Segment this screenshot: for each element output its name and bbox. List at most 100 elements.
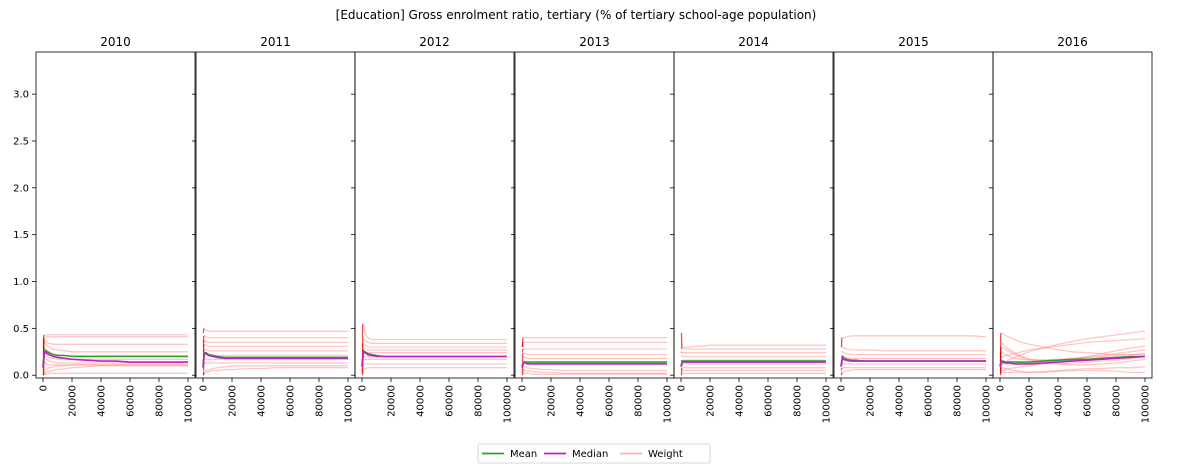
x-tick-label: 80000 <box>1112 385 1123 417</box>
weight-line <box>680 351 826 354</box>
mean-line <box>521 361 667 367</box>
weight-line <box>202 347 348 357</box>
axes-frame <box>195 51 356 379</box>
x-tick-label: 100000 <box>503 385 514 423</box>
weight-line <box>202 343 348 352</box>
x-tick-label: 80000 <box>155 385 166 417</box>
x-tick-label: 80000 <box>793 385 804 417</box>
x-tick-label: 20000 <box>387 385 398 417</box>
weight-line <box>521 355 667 362</box>
weight-line <box>202 367 348 376</box>
weight-line <box>680 372 826 376</box>
panel-title: 2010 <box>100 35 131 49</box>
median-line <box>840 355 986 367</box>
panel-2015: 2015 0 20000 40000 60000 80000 100000 <box>830 35 994 423</box>
x-tick-label: 60000 <box>605 385 616 417</box>
x-tick-label: 40000 <box>416 385 427 417</box>
x-tick-label: 20000 <box>866 385 877 417</box>
weight-line <box>999 367 1145 374</box>
weight-line <box>680 369 826 374</box>
median-line <box>999 355 1146 368</box>
figure-title: [Education] Gross enrolment ratio, terti… <box>336 8 817 22</box>
weight-line <box>42 337 188 352</box>
weight-line <box>680 359 826 362</box>
panel-title: 2014 <box>738 35 769 49</box>
x-tick-label: 40000 <box>97 385 108 417</box>
panel-2014: 2014 0 20000 40000 60000 80000 100000 <box>670 35 834 423</box>
x-tick-label: 20000 <box>1025 385 1036 417</box>
weight-line <box>999 366 1146 376</box>
weight-line <box>42 364 188 376</box>
x-tick-label: 100000 <box>184 385 195 423</box>
x-tick-label: 0 <box>677 385 688 391</box>
x-tick-label: 20000 <box>68 385 79 417</box>
x-tick-label: 0 <box>518 385 529 391</box>
axes-frame <box>673 51 834 379</box>
axes-frame <box>354 51 515 379</box>
weight-line <box>361 363 507 374</box>
y-tick-label: 1.5 <box>13 230 29 241</box>
x-tick-label: 80000 <box>953 385 964 417</box>
weight-line <box>42 365 188 376</box>
legend: Mean Median Weight <box>477 443 711 464</box>
weight-line <box>521 351 667 357</box>
x-tick-label: 20000 <box>547 385 558 417</box>
x-tick-label: 60000 <box>764 385 775 417</box>
weight-line <box>841 351 986 356</box>
weight-line <box>840 363 986 367</box>
weight-line <box>42 334 188 343</box>
panel-2016: 2016 0 20000 40000 60000 80000 100000 <box>989 35 1153 423</box>
mean-line <box>999 355 1145 367</box>
weight-line <box>840 335 987 348</box>
weight-line <box>521 371 667 376</box>
weight-line <box>680 346 826 350</box>
weight-line <box>202 365 348 376</box>
y-tick-label: 2.5 <box>13 136 29 147</box>
weight-line <box>840 368 986 376</box>
legend-label-mean: Mean <box>510 449 537 460</box>
x-tick-label: 60000 <box>924 385 935 417</box>
x-tick-label: 40000 <box>735 385 746 417</box>
weight-line <box>202 339 348 348</box>
panel-2010: 2010 0 20000 40000 60000 80000 100000 0.0 0.5 1.0… <box>13 35 196 423</box>
median-line <box>361 350 507 367</box>
x-tick-label: 40000 <box>895 385 906 417</box>
y-tick-label: 1.0 <box>13 277 29 288</box>
y-tick-label: 0.5 <box>13 324 29 335</box>
weight-line <box>202 361 348 371</box>
weight-line <box>680 367 826 371</box>
legend-label-weight: Weight <box>648 449 683 460</box>
x-tick-label: 80000 <box>634 385 645 417</box>
x-tick-label: 80000 <box>315 385 326 417</box>
weight-line <box>999 345 1146 374</box>
x-tick-label: 100000 <box>1141 385 1152 423</box>
weight-line <box>680 332 826 348</box>
x-tick-label: 100000 <box>344 385 355 423</box>
x-tick-label: 60000 <box>126 385 137 417</box>
x-tick-label: 20000 <box>706 385 717 417</box>
x-tick-label: 60000 <box>286 385 297 417</box>
axes-frame <box>35 51 196 379</box>
panel-2011: 2011 0 20000 40000 60000 80000 100000 <box>192 35 356 423</box>
weight-line <box>841 355 986 359</box>
weight-line <box>999 350 1146 366</box>
panel-title: 2015 <box>898 35 929 49</box>
median-line <box>202 352 348 368</box>
weight-line <box>42 336 188 348</box>
weight-line <box>361 358 507 371</box>
weight-line <box>361 335 507 348</box>
median-line <box>42 350 188 368</box>
weight-line <box>42 358 188 374</box>
weight-line <box>999 345 1146 362</box>
weight-line <box>42 372 188 376</box>
weight-line <box>999 331 1145 356</box>
x-tick-label: 20000 <box>228 385 239 417</box>
weight-line <box>202 327 348 334</box>
median-line <box>680 361 826 368</box>
weight-line <box>999 338 1146 366</box>
panel-2013: 2013 0 20000 40000 60000 80000 100000 <box>511 35 675 423</box>
axes-frame <box>514 51 675 379</box>
weight-line <box>361 346 507 357</box>
weight-line <box>521 364 667 372</box>
